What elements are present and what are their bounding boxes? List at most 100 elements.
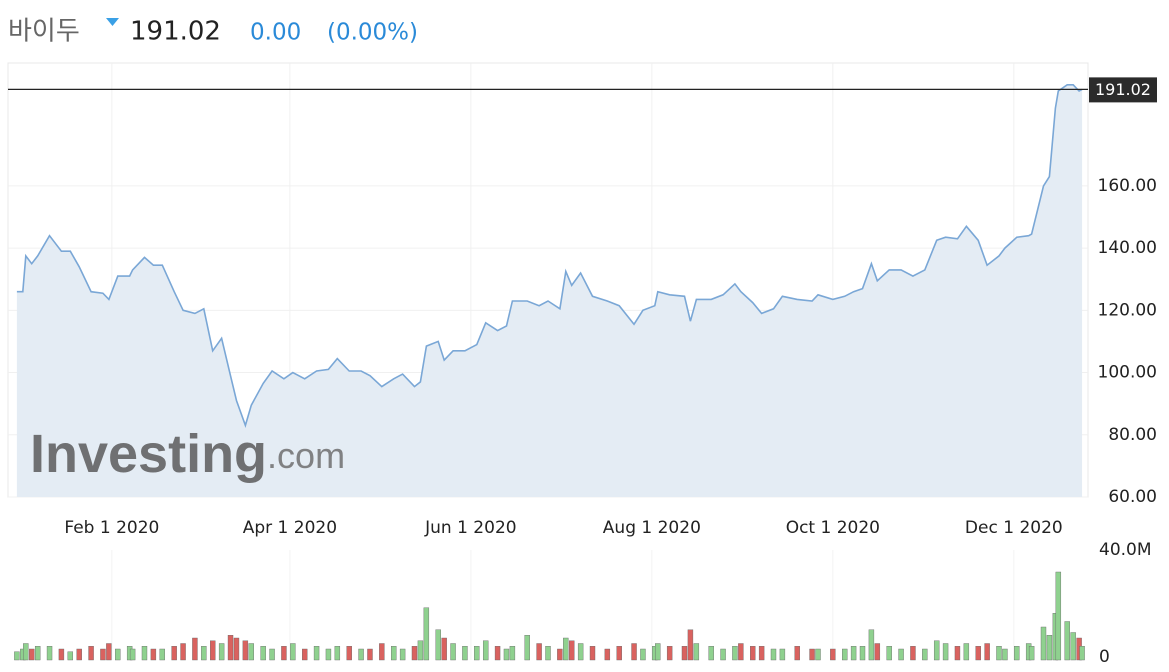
volume-bar <box>180 643 186 661</box>
volume-bar <box>242 640 249 661</box>
volume-bar <box>399 648 406 661</box>
x-tick-label: Feb 1 2020 <box>64 518 159 538</box>
flag-icon <box>106 18 119 26</box>
volume-bar <box>898 648 904 661</box>
volume-bar <box>358 648 364 661</box>
x-tick-label: Dec 1 2020 <box>965 518 1063 538</box>
volume-bar <box>313 646 320 661</box>
volume-bar <box>693 643 700 661</box>
volume-bar <box>655 643 661 661</box>
volume-bar <box>23 643 29 661</box>
volume-bar <box>984 643 990 661</box>
volume-bar <box>302 648 308 661</box>
y-tick-label: 60.00 <box>1108 487 1157 507</box>
volume-bar <box>88 646 94 661</box>
area-fill <box>16 84 1083 498</box>
volume-bar <box>423 607 430 661</box>
volume-bar <box>171 646 177 661</box>
volume-bar <box>1028 646 1035 661</box>
volume-bar <box>770 648 777 661</box>
volume-bar <box>260 646 266 661</box>
y-tick-label: 140.00 <box>1098 238 1157 258</box>
volume-bar <box>441 637 447 661</box>
volume-bar <box>1002 648 1008 661</box>
volume-bar <box>417 640 424 661</box>
volume-bar <box>922 648 928 661</box>
change: 0.00 <box>250 20 301 46</box>
volume-bar <box>218 643 225 661</box>
volume-bar <box>46 646 53 661</box>
volume-bar <box>1070 632 1076 661</box>
y-tick-label: 40.0M <box>1099 540 1152 560</box>
volume-bar <box>681 646 688 661</box>
volume-bar <box>1079 646 1085 661</box>
change-percent: (0.00%) <box>327 20 418 46</box>
last-price-box <box>1089 77 1157 103</box>
volume-bar <box>115 648 121 661</box>
volume-bar <box>954 646 961 661</box>
volume-bar <box>910 646 916 661</box>
last-price-label: 191.02 <box>1095 80 1151 99</box>
volume-bar <box>482 640 489 661</box>
volume-bar <box>933 640 940 661</box>
x-tick-label: Oct 1 2020 <box>786 518 880 538</box>
volume-bar <box>391 646 397 661</box>
volume-bar <box>100 648 106 661</box>
volume-bar <box>524 635 530 661</box>
volume-bar <box>815 648 821 661</box>
volume-bar <box>1014 646 1020 661</box>
volume-bar <box>732 646 738 661</box>
volume-bar <box>666 646 673 661</box>
volume-bar <box>67 651 74 661</box>
volume-bar <box>874 643 881 661</box>
volume-bar <box>794 646 800 661</box>
volume-bar <box>545 646 551 661</box>
price-line <box>16 84 1083 428</box>
volume-bar <box>227 635 234 661</box>
volume-bar <box>708 646 714 661</box>
volume-bar <box>14 651 20 661</box>
volume-bar <box>809 648 815 661</box>
volume-bar <box>886 646 892 661</box>
y-tick-label: 100.00 <box>1098 363 1157 383</box>
y-tick-label: 80.00 <box>1108 425 1157 445</box>
x-tick-label: Aug 1 2020 <box>603 518 701 538</box>
volume-bar <box>589 646 596 661</box>
volume-bar <box>536 643 542 661</box>
y-tick-label: 160.00 <box>1098 176 1157 196</box>
volume-bar <box>141 646 148 661</box>
volume-bar <box>192 637 198 661</box>
volume-bar <box>631 643 637 661</box>
volume-bar <box>738 643 744 661</box>
volume-bar <box>58 648 65 661</box>
volume-bar <box>201 646 207 661</box>
volume-bar <box>210 640 216 661</box>
volume-bar <box>509 646 516 661</box>
volume-bar <box>687 629 694 661</box>
volume-bar <box>975 646 981 661</box>
volume-bar <box>720 648 726 661</box>
volume-bar <box>563 637 569 661</box>
volume-bar <box>150 648 157 661</box>
volume-bar <box>269 648 275 661</box>
volume-bar <box>248 643 254 661</box>
watermark-brand: Investing <box>30 424 267 484</box>
watermark: Investing.com <box>30 424 345 484</box>
volume-bar <box>474 646 480 661</box>
volume-bar <box>159 648 165 661</box>
volume-bar <box>868 629 875 661</box>
volume-bar <box>233 637 240 661</box>
volume-bar <box>411 646 418 661</box>
volume-bar <box>34 646 41 661</box>
volume-bar <box>963 643 970 661</box>
volume-bar <box>494 646 501 661</box>
volume-bar <box>569 640 575 661</box>
volume-bar <box>462 646 468 661</box>
volume-bar <box>750 646 756 661</box>
volume-bar <box>779 648 786 661</box>
volume-bar <box>346 646 352 661</box>
volume-bar <box>604 648 611 661</box>
volume-bar <box>1046 635 1053 661</box>
